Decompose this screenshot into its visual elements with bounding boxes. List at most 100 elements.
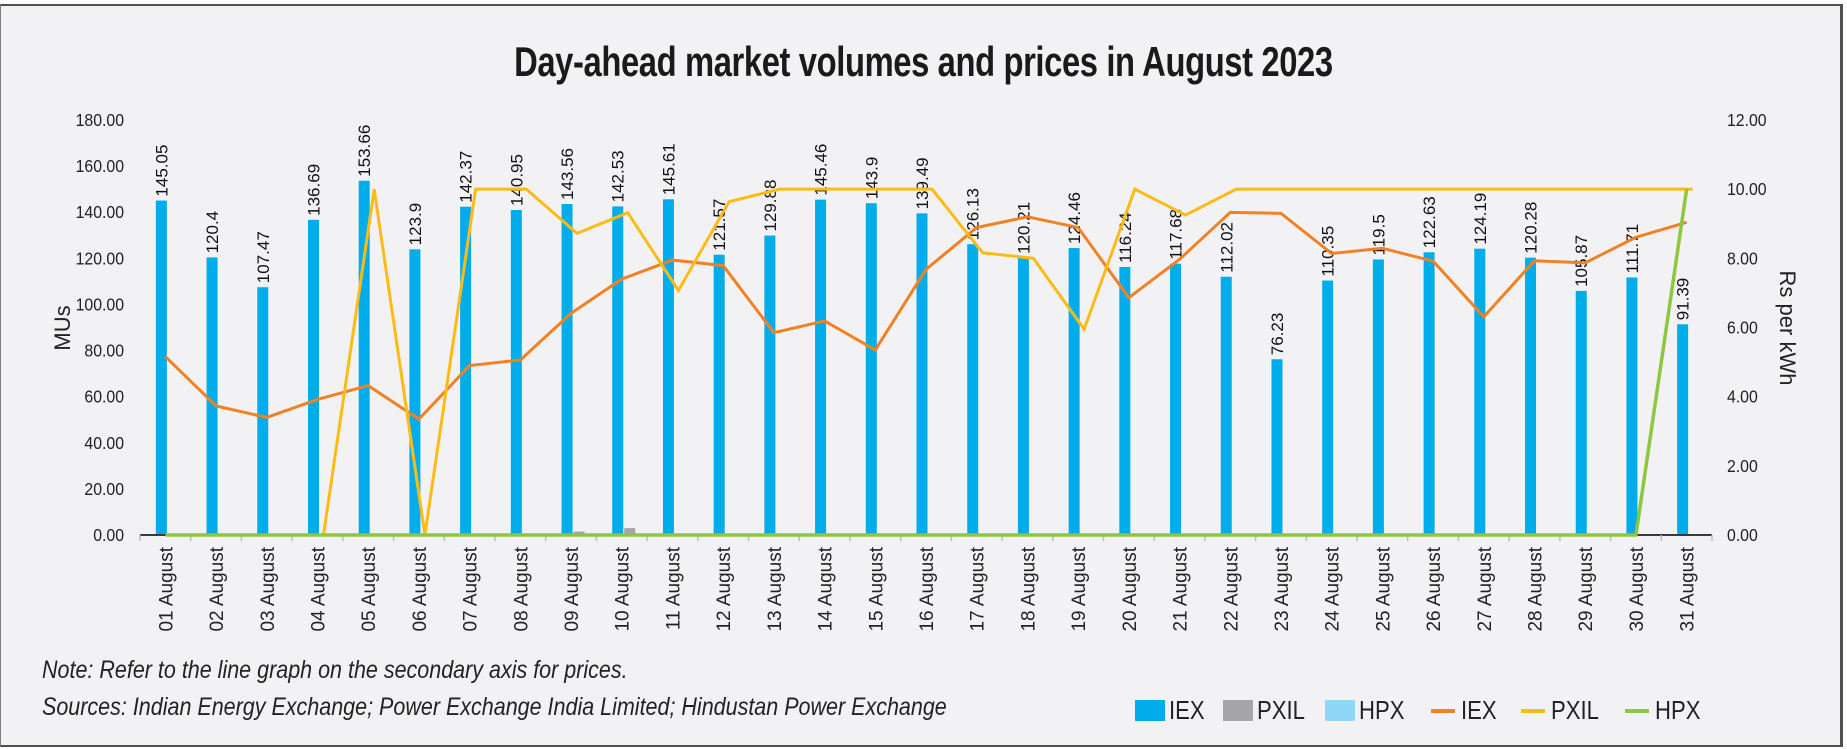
bar-data-label: 143.9 <box>862 157 881 200</box>
y-tick-label: 60.00 <box>84 387 124 407</box>
y-tick-label: 180.00 <box>76 110 124 130</box>
x-tick-label: 03 August <box>258 546 279 631</box>
bar-data-label: 124.46 <box>1065 192 1084 244</box>
x-tick-label: 11 August <box>663 546 684 630</box>
chart-title: Day-ahead market volumes and prices in A… <box>514 38 1333 85</box>
legend: IEX PXIL HPX IEX PXIL HPX <box>1135 695 1721 726</box>
x-tick-label: 15 August <box>866 546 887 631</box>
bar-data-label: 122.63 <box>1420 196 1439 248</box>
bar-iex <box>1068 248 1080 536</box>
bar-iex <box>1626 277 1638 535</box>
y-axis-title-secondary: Rs per kWh <box>1775 271 1800 386</box>
legend-swatch <box>1520 708 1545 713</box>
legend-swatch <box>1135 700 1165 721</box>
legend-swatch <box>1325 700 1356 721</box>
x-tick-label: 07 August <box>461 546 482 631</box>
bar-iex <box>1220 276 1232 535</box>
y-tick-label: 40.00 <box>84 433 124 453</box>
line-iex-price <box>164 210 1688 422</box>
x-tick-label: 14 August <box>816 546 837 631</box>
x-tick-label: 28 August <box>1526 546 1547 631</box>
note-text: Note: Refer to the line graph on the sec… <box>42 656 628 684</box>
x-tick-label: 17 August <box>968 546 989 631</box>
y2-tick-label: 6.00 <box>1727 318 1758 338</box>
x-tick-label: 08 August <box>511 546 532 631</box>
bar-data-label: 143.56 <box>558 148 577 200</box>
bar-iex <box>1423 252 1435 536</box>
legend-label: PXIL <box>1550 695 1599 725</box>
legend-item-bar-pxil: PXIL <box>1222 695 1313 726</box>
y-axis-primary: 0.00 20.00 40.00 60.00 80.00 100.00 120.00 140.… <box>76 110 124 545</box>
x-tick-label: 16 August <box>917 546 938 631</box>
bar-data-label: 123.9 <box>406 203 425 246</box>
x-tick-label: 26 August <box>1424 546 1445 631</box>
y-tick-label: 80.00 <box>84 341 124 361</box>
chart-notes: Note: Refer to the line graph on the sec… <box>42 652 947 726</box>
legend-item-line-hpx: HPX <box>1619 695 1708 726</box>
y2-tick-label: 4.00 <box>1727 387 1758 407</box>
bar-data-label: 119.5 <box>1369 214 1388 255</box>
legend-swatch <box>1625 708 1650 713</box>
bar-data-label: 105.87 <box>1572 235 1591 287</box>
x-tick-label: 12 August <box>714 546 735 631</box>
x-tick-label: 10 August <box>613 546 634 631</box>
bar-data-label: 107.47 <box>254 231 273 283</box>
x-tick-label: 04 August <box>308 546 329 631</box>
y-tick-label: 120.00 <box>76 248 124 268</box>
bar-iex <box>561 204 573 535</box>
y-tick-label: 140.00 <box>76 202 124 222</box>
y-tick-label: 160.00 <box>76 156 124 176</box>
y-tick-label: 0.00 <box>93 525 124 545</box>
sources-text: Sources: Indian Energy Exchange; Power E… <box>42 693 947 721</box>
bar-data-label: 142.53 <box>609 150 628 202</box>
y2-tick-label: 10.00 <box>1727 179 1767 199</box>
bar-pxil <box>624 528 636 535</box>
bar-data-label: 91.39 <box>1674 278 1693 321</box>
bar-data-label: 153.66 <box>355 125 374 177</box>
x-axis: 01 August 02 August 03 August 04 August 05 A… <box>139 534 1713 632</box>
line-series-group <box>164 187 1693 537</box>
bar-data-label: 139.49 <box>913 157 932 209</box>
bar-iex <box>1170 263 1182 535</box>
legend-item-bar-iex: IEX <box>1135 695 1211 726</box>
legend-label: HPX <box>1359 695 1405 725</box>
bar-iex <box>1017 257 1029 535</box>
bar-iex <box>358 180 370 535</box>
bar-iex <box>1474 248 1486 536</box>
bar-data-label: 145.46 <box>812 144 831 196</box>
x-tick-label: 05 August <box>359 546 380 631</box>
x-tick-label: 27 August <box>1475 546 1496 631</box>
x-tick-label: 24 August <box>1323 546 1344 631</box>
legend-label: IEX <box>1169 695 1205 725</box>
x-tick-label: 01 August <box>156 546 177 631</box>
x-tick-label: 31 August <box>1678 546 1699 631</box>
x-tick-label: 09 August <box>562 546 583 631</box>
line-hpx-price <box>165 188 1689 537</box>
bar-iex <box>916 213 928 535</box>
legend-item-bar-hpx: HPX <box>1325 695 1412 726</box>
bar-data-label: 76.23 <box>1268 313 1287 356</box>
bar-iex <box>662 199 674 535</box>
legend-item-line-iex: IEX <box>1425 695 1503 726</box>
bar-data-label: 145.61 <box>659 143 678 195</box>
legend-swatch <box>1222 700 1253 721</box>
x-tick-label: 21 August <box>1171 546 1192 631</box>
x-tick-label: 06 August <box>410 546 431 631</box>
bar-data-label: 120.21 <box>1014 202 1033 254</box>
bar-iex <box>1119 267 1131 535</box>
bar-iex <box>1525 257 1537 535</box>
x-tick-label: 13 August <box>765 546 786 631</box>
bar-data-label: 129.88 <box>761 180 780 232</box>
bar-iex <box>612 206 624 535</box>
bar-label-group: 145.05 120.4 107.47 136.69 153.66 123.9 142.37… <box>152 125 1692 356</box>
bar-iex <box>307 219 319 535</box>
bar-iex <box>713 254 725 535</box>
y-axis-title-primary: MUs <box>50 305 75 350</box>
x-tick-label: 29 August <box>1576 546 1597 631</box>
bar-data-label: 117.68 <box>1167 209 1186 260</box>
bar-iex <box>1271 359 1283 535</box>
bar-iex <box>967 244 979 536</box>
y2-tick-label: 0.00 <box>1727 525 1758 545</box>
legend-item-line-pxil: PXIL <box>1515 695 1607 726</box>
bar-data-label: 140.95 <box>507 154 526 206</box>
